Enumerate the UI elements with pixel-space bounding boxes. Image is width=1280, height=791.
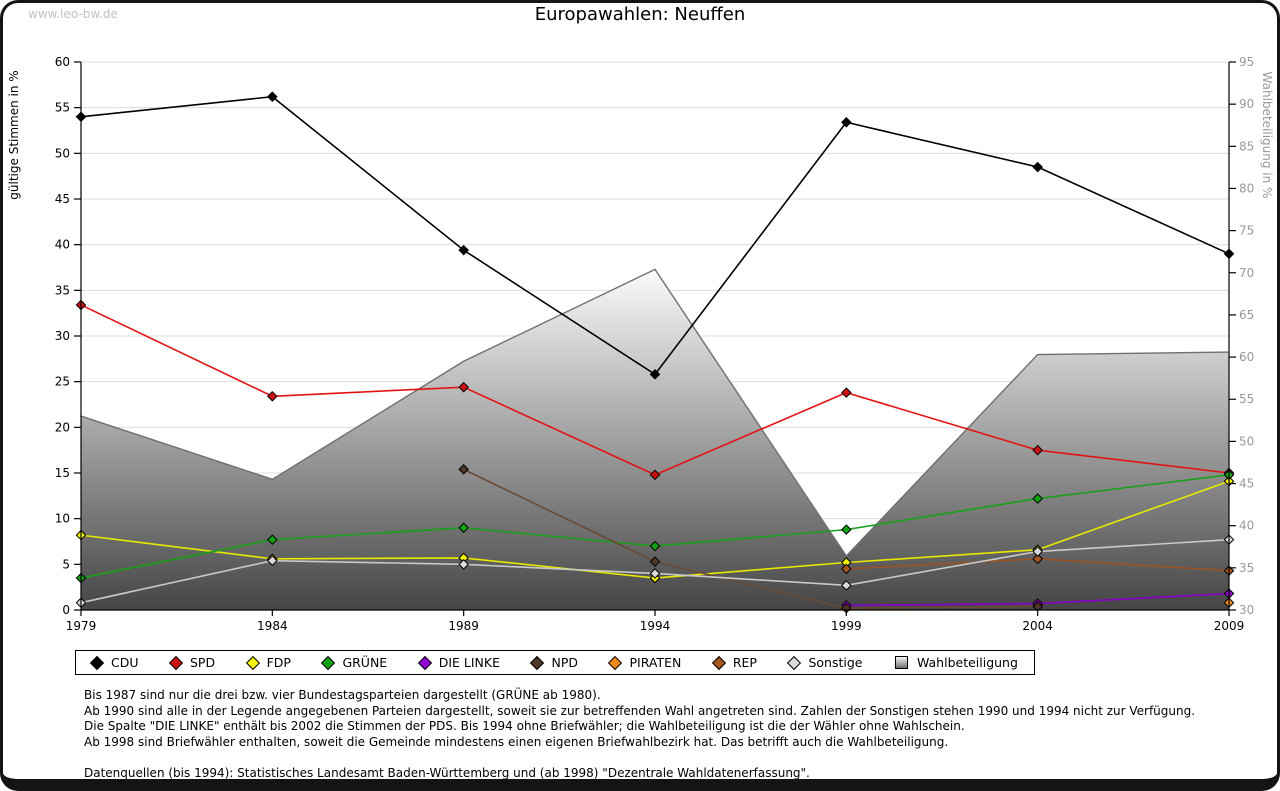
footnotes: Bis 1987 sind nur die drei bzw. vier Bun… — [84, 688, 1195, 782]
svg-text:80: 80 — [1239, 181, 1254, 195]
svg-text:30: 30 — [1239, 603, 1254, 617]
svg-text:55: 55 — [55, 101, 70, 115]
svg-text:35: 35 — [55, 283, 70, 297]
footnote-lines: Bis 1987 sind nur die drei bzw. vier Bun… — [84, 688, 1195, 750]
left-axis-label: gültige Stimmen in % — [7, 70, 21, 199]
svg-text:35: 35 — [1239, 561, 1254, 575]
legend-label: PIRATEN — [629, 655, 682, 670]
legend-item-fdp: FDP — [245, 655, 291, 670]
legend-label: CDU — [111, 655, 139, 670]
svg-text:20: 20 — [55, 420, 70, 434]
legend-label: GRÜNE — [342, 655, 388, 670]
svg-text:1994: 1994 — [640, 619, 671, 633]
svg-text:45: 45 — [55, 192, 70, 206]
legend-item-rep: REP — [711, 655, 757, 670]
turnout-swatch-icon — [894, 656, 908, 669]
party-swatch-icon — [89, 655, 105, 670]
legend-item-die-linke: DIE LINKE — [417, 655, 500, 670]
right-axis-label: Wahlbeteiligung in % — [1260, 72, 1274, 199]
footnote-line: Ab 1990 sind alle in der Legende angegeb… — [84, 703, 1196, 718]
svg-text:2009: 2009 — [1214, 619, 1245, 633]
svg-text:55: 55 — [1239, 392, 1254, 406]
svg-text:50: 50 — [1239, 434, 1254, 448]
svg-text:1979: 1979 — [66, 619, 97, 633]
page-title: Europawahlen: Neuffen — [534, 4, 746, 25]
party-swatch-icon — [245, 655, 260, 670]
footnote-line: Die Spalte "DIE LINKE" enthält bis 2002 … — [84, 719, 965, 733]
chart-canvas: 0 5 10 15 20 25 30 35 40 45 50 55 60 30 35 40 45 50 55 60 65… — [7, 55, 1274, 633]
data-source-note: Datenquellen (bis 1994): Statistisches L… — [84, 766, 810, 780]
svg-text:90: 90 — [1239, 97, 1254, 111]
legend-label: REP — [732, 655, 757, 670]
legend-item-cdu: CDU — [89, 655, 139, 670]
legend-item-wahlbeteiligung: Wahlbeteiligung — [894, 655, 1018, 670]
svg-text:70: 70 — [1239, 266, 1254, 280]
party-swatch-icon — [608, 655, 623, 670]
svg-text:85: 85 — [1239, 139, 1254, 153]
legend-item-npd: NPD — [530, 655, 578, 670]
legend-label: NPD — [551, 655, 578, 670]
svg-text:25: 25 — [55, 375, 70, 389]
svg-text:60: 60 — [55, 55, 70, 69]
legend-label: DIE LINKE — [438, 655, 500, 670]
party-swatch-icon — [787, 655, 802, 670]
svg-text:1989: 1989 — [448, 619, 479, 633]
footnote-line: Bis 1987 sind nur die drei bzw. vier Bun… — [84, 688, 601, 702]
svg-text:10: 10 — [55, 512, 70, 526]
legend-item-grüne: GRÜNE — [321, 655, 388, 670]
legend-label: Sonstige — [808, 655, 863, 670]
svg-text:30: 30 — [55, 329, 70, 343]
svg-text:1984: 1984 — [257, 619, 288, 633]
legend-item-sonstige: Sonstige — [787, 655, 863, 670]
svg-text:1999: 1999 — [831, 619, 862, 633]
legend-item-spd: SPD — [168, 655, 216, 670]
legend-item-piraten: PIRATEN — [608, 655, 682, 670]
party-swatch-icon — [417, 655, 432, 670]
party-swatch-icon — [711, 655, 726, 670]
footnote-line: Ab 1998 sind Briefwähler enthalten, sowe… — [84, 734, 949, 749]
svg-text:60: 60 — [1239, 350, 1254, 364]
svg-text:50: 50 — [55, 146, 70, 160]
svg-text:15: 15 — [55, 466, 70, 480]
svg-text:95: 95 — [1239, 55, 1254, 69]
legend-label: SPD — [190, 655, 216, 670]
party-swatch-icon — [530, 655, 545, 670]
svg-text:0: 0 — [62, 603, 70, 617]
svg-text:45: 45 — [1239, 477, 1254, 491]
svg-text:65: 65 — [1239, 308, 1254, 322]
party-swatch-icon — [321, 655, 336, 670]
svg-text:40: 40 — [55, 238, 70, 252]
watermark: www.leo-bw.de — [28, 7, 118, 21]
party-swatch-icon — [168, 655, 184, 670]
legend: CDU SPD FDP GRÜNE DIE LINKE NPD PIRATEN REP Sons… — [75, 650, 1035, 675]
svg-text:5: 5 — [62, 557, 70, 571]
svg-text:40: 40 — [1239, 519, 1254, 533]
legend-label: Wahlbeteiligung — [916, 655, 1018, 670]
svg-text:2004: 2004 — [1022, 619, 1053, 633]
svg-text:75: 75 — [1239, 224, 1254, 238]
legend-label: FDP — [266, 655, 291, 670]
